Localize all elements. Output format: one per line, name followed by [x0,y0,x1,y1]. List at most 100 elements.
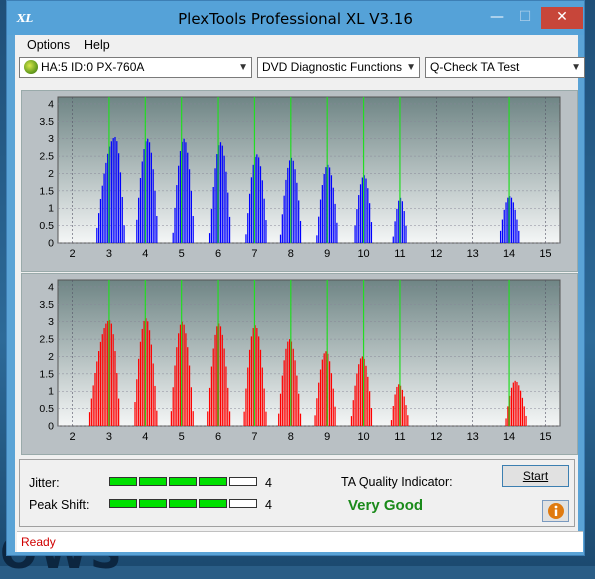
histogram-bar [323,174,325,243]
histogram-bar [509,196,511,243]
histogram-bar [356,373,358,426]
histogram-bar [352,400,354,426]
menu-bar: Options Help [15,35,578,55]
histogram-bar [170,411,172,426]
menu-help[interactable]: Help [84,38,110,52]
jitter-label: Jitter: [29,476,60,490]
x-tick-label: 13 [467,248,479,260]
peak-shift-meter-segment [139,499,167,508]
histogram-bar [319,199,322,243]
histogram-bar [370,408,373,426]
minimize-button[interactable]: — [490,9,504,25]
y-tick-label: 2 [48,168,54,180]
histogram-bar [505,202,507,243]
histogram-bar [405,405,407,426]
test-select-value: Q-Check TA Test [430,60,520,74]
histogram-bar [223,155,225,243]
histogram-bar [369,391,371,426]
histogram-bar [101,334,103,426]
histogram-bar [250,177,253,243]
histogram-bar [148,330,151,426]
histogram-bar [192,411,194,426]
test-select[interactable]: Q-Check TA Test ▼ [425,57,585,78]
ta-quality-value: Very Good [348,497,424,514]
x-tick-label: 9 [324,431,330,443]
histogram-bar [281,214,283,243]
histogram-bar [185,333,187,426]
histogram-bar [334,406,336,426]
x-tick-label: 12 [430,248,442,260]
status-bar: Ready [17,531,583,552]
histogram-bar [118,398,120,426]
histogram-bar [227,387,229,426]
jitter-meter-segment [229,477,257,486]
x-tick-label: 7 [251,248,257,260]
histogram-bar [188,365,191,426]
histogram-bar [185,142,187,243]
histogram-bar [365,365,367,426]
pit-distribution-chart: 0 0.5 1 1.5 2 2.5 3 3.5 4 2 3 4 5 6 7 8 9 10 11 12 13 14 15 [39,279,561,443]
histogram-bar [294,169,296,243]
histogram-bar [316,398,318,426]
drive-select[interactable]: HA:5 ID:0 PX-760A ▼ [19,57,252,78]
histogram-bar [154,385,156,426]
histogram-bar [516,381,518,426]
histogram-bar [218,145,220,243]
histogram-bar [292,348,294,426]
histogram-bar [143,149,145,243]
histogram-bar [105,162,107,243]
histogram-bar [398,200,400,243]
jitter-value: 4 [265,476,272,490]
histogram-bar [134,402,136,426]
histogram-bar [323,353,325,426]
histogram-bar [507,406,509,426]
histogram-bar [329,167,331,243]
histogram-bar [330,175,333,243]
histogram-bar [256,328,258,426]
histogram-bar [116,141,118,243]
histogram-bar [99,341,102,426]
start-button[interactable]: Start [502,465,569,487]
histogram-bar [332,388,334,426]
x-tick-label: 2 [69,248,75,260]
histogram-bar [99,198,102,243]
histogram-bar [263,388,265,426]
y-tick-label: 1.5 [39,368,54,380]
histogram-bar [183,324,185,426]
histogram-bar [394,394,396,426]
histogram-bar [225,171,227,243]
menu-options[interactable]: Options [27,38,71,52]
x-tick-label: 8 [288,431,294,443]
x-tick-label: 7 [251,431,257,443]
histogram-bar [296,182,298,243]
x-tick-label: 4 [142,431,148,443]
histogram-bar [108,319,111,426]
histogram-bar [367,376,369,426]
histogram-bar [96,227,98,243]
histogram-bar [212,186,214,243]
histogram-bar [112,334,114,426]
histogram-bar [503,209,505,243]
histogram-bar [401,201,403,243]
histogram-bar [329,361,331,426]
histogram-bar [354,225,356,243]
title-bar[interactable]: XL PlexTools Professional XL V3.16 — ☐ ✕ [7,1,584,35]
histogram-bar [261,367,263,426]
histogram-bar [396,386,398,426]
histogram-bar [207,411,209,426]
peak-shift-value: 4 [265,498,272,512]
histogram-bar [258,336,260,426]
histogram-bar [516,219,518,243]
close-button[interactable]: ✕ [541,7,583,29]
histogram-bar [121,196,123,243]
histogram-bar [187,347,189,426]
x-tick-label: 5 [179,248,185,260]
maximize-button[interactable]: ☐ [518,9,532,25]
histogram-bar [179,324,182,426]
histogram-bar [227,192,229,243]
function-select[interactable]: DVD Diagnostic Functions ▼ [257,57,420,78]
y-tick-label: 1 [48,386,54,398]
info-button[interactable] [542,500,569,522]
chevron-down-icon: ▼ [571,62,581,73]
histogram-bar [321,359,323,426]
